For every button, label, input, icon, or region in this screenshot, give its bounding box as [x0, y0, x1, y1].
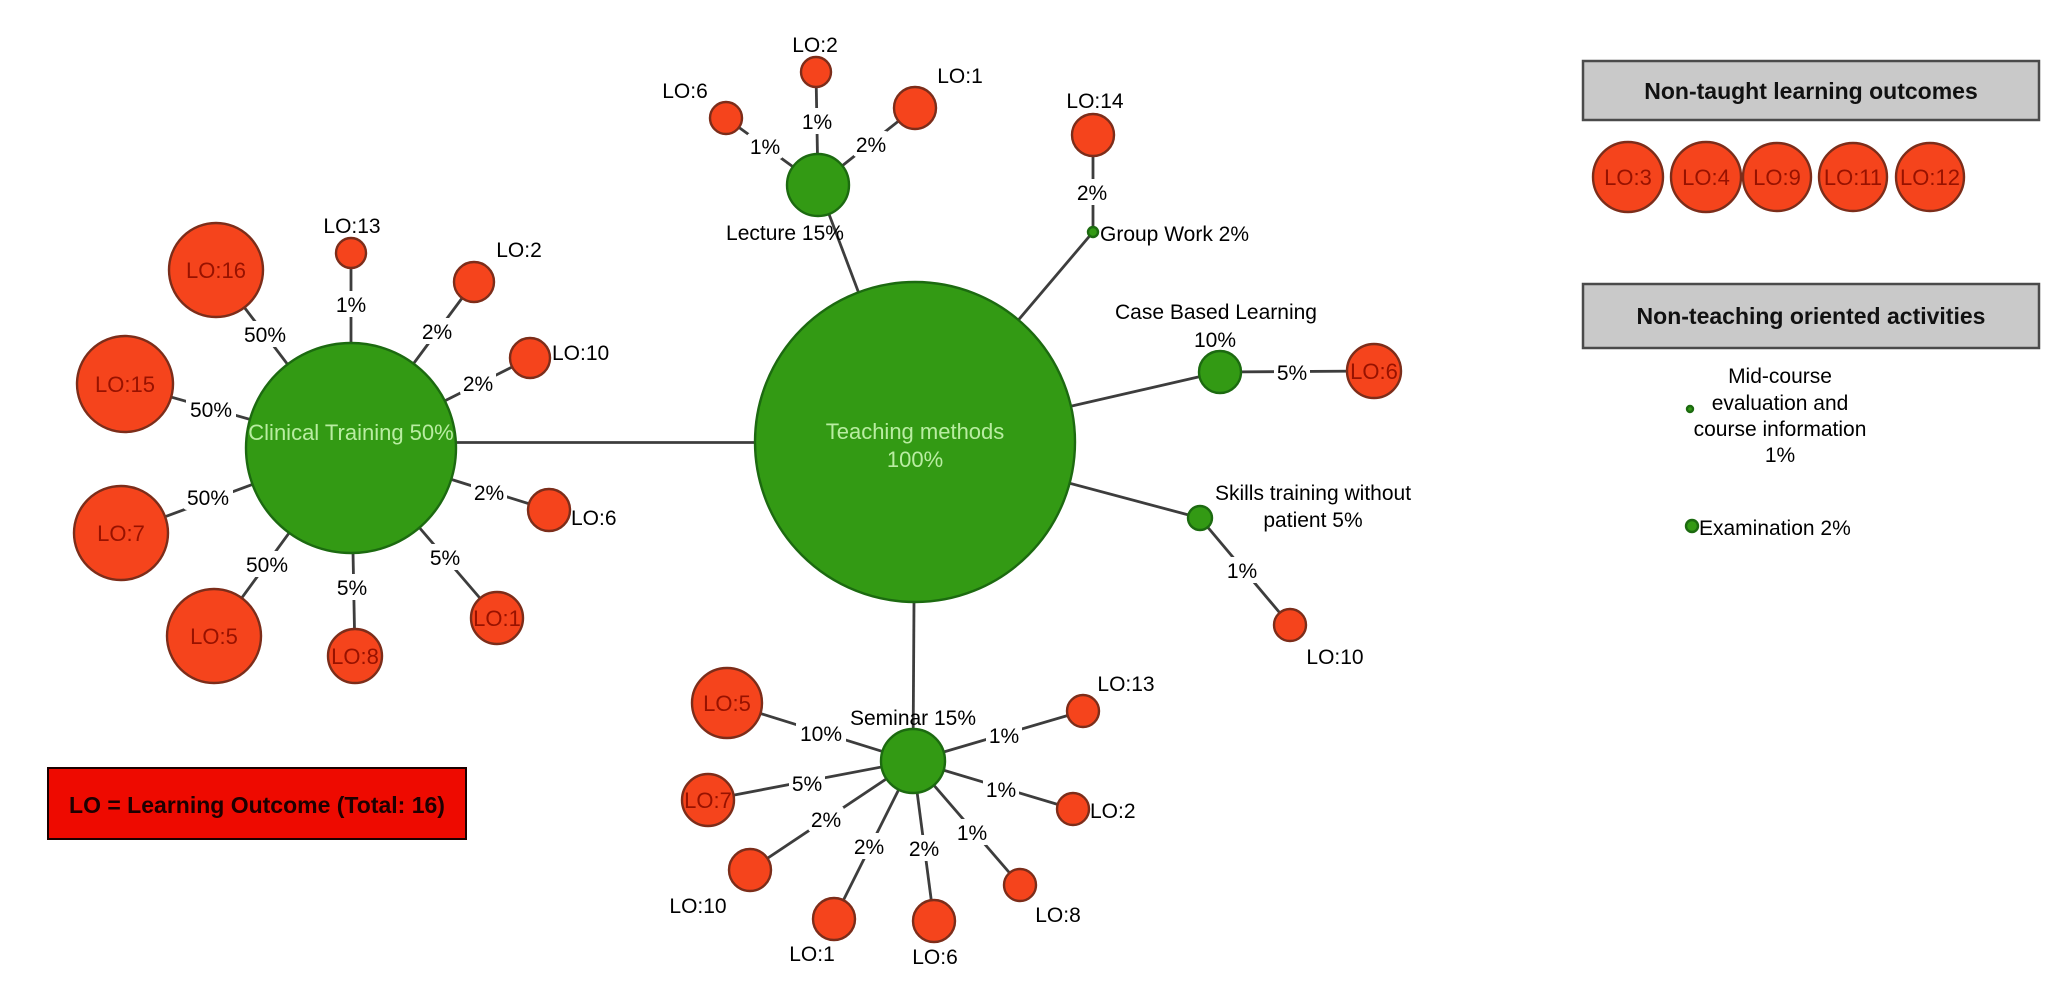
svg-text:50%: 50% — [187, 487, 229, 510]
svg-text:5%: 5% — [337, 577, 367, 600]
svg-text:5%: 5% — [792, 773, 822, 796]
svg-text:2%: 2% — [422, 321, 452, 344]
svg-text:LO:2: LO:2 — [792, 34, 838, 57]
svg-text:Non-taught learning outcomes: Non-taught learning outcomes — [1644, 78, 1978, 104]
svg-text:1%: 1% — [750, 136, 780, 159]
svg-text:evaluation and: evaluation and — [1712, 392, 1849, 415]
svg-text:Group Work 2%: Group Work 2% — [1100, 223, 1249, 246]
svg-text:LO:11: LO:11 — [1824, 165, 1882, 190]
svg-text:LO:8: LO:8 — [331, 644, 379, 669]
svg-text:1%: 1% — [336, 294, 366, 317]
svg-text:2%: 2% — [463, 373, 493, 396]
svg-text:5%: 5% — [430, 547, 460, 570]
svg-text:LO:1: LO:1 — [937, 65, 983, 88]
svg-text:Non-teaching oriented activiti: Non-teaching oriented activities — [1637, 303, 1986, 329]
svg-text:LO:16: LO:16 — [186, 258, 246, 283]
svg-text:LO:2: LO:2 — [1090, 800, 1136, 823]
svg-text:LO:3: LO:3 — [1604, 165, 1652, 190]
svg-text:10%: 10% — [800, 723, 842, 746]
svg-text:2%: 2% — [909, 838, 939, 861]
svg-text:LO:10: LO:10 — [552, 342, 609, 365]
svg-text:LO:8: LO:8 — [1035, 904, 1081, 927]
svg-text:2%: 2% — [1077, 182, 1107, 205]
svg-text:LO:6: LO:6 — [571, 507, 617, 530]
svg-text:LO:15: LO:15 — [95, 372, 155, 397]
svg-text:2%: 2% — [811, 809, 841, 832]
svg-text:Lecture 15%: Lecture 15% — [726, 222, 844, 245]
svg-text:10%: 10% — [1194, 329, 1236, 352]
svg-text:LO:1: LO:1 — [789, 943, 835, 966]
svg-text:LO:6: LO:6 — [662, 80, 708, 103]
svg-text:50%: 50% — [190, 399, 232, 422]
svg-text:LO:1: LO:1 — [473, 606, 521, 631]
svg-text:Examination 2%: Examination 2% — [1699, 517, 1851, 540]
svg-text:1%: 1% — [1765, 444, 1795, 467]
svg-text:course information: course information — [1694, 418, 1867, 441]
svg-text:LO:10: LO:10 — [1306, 646, 1363, 669]
svg-text:Clinical Training 50%: Clinical Training 50% — [248, 420, 453, 445]
svg-text:LO:7: LO:7 — [97, 521, 145, 546]
svg-text:5%: 5% — [1277, 362, 1307, 385]
svg-text:2%: 2% — [474, 482, 504, 505]
svg-text:LO:2: LO:2 — [496, 239, 542, 262]
svg-text:LO:10: LO:10 — [669, 895, 726, 918]
svg-text:50%: 50% — [246, 554, 288, 577]
svg-text:100%: 100% — [887, 447, 943, 472]
svg-text:LO:13: LO:13 — [1097, 673, 1154, 696]
svg-text:2%: 2% — [854, 836, 884, 859]
svg-text:Mid-course: Mid-course — [1728, 365, 1832, 388]
svg-text:1%: 1% — [989, 725, 1019, 748]
svg-text:LO = Learning Outcome (Total:: LO = Learning Outcome (Total: 16) — [69, 792, 445, 818]
svg-text:LO:5: LO:5 — [703, 691, 751, 716]
svg-text:1%: 1% — [802, 111, 832, 134]
svg-text:1%: 1% — [1227, 560, 1257, 583]
svg-text:LO:13: LO:13 — [323, 215, 380, 238]
svg-text:LO:12: LO:12 — [1900, 165, 1960, 190]
svg-text:Seminar 15%: Seminar 15% — [850, 707, 976, 730]
svg-text:Teaching methods: Teaching methods — [826, 419, 1005, 444]
svg-text:2%: 2% — [856, 134, 886, 157]
svg-text:Skills training without: Skills training without — [1215, 482, 1411, 505]
svg-text:LO:5: LO:5 — [190, 624, 238, 649]
svg-text:1%: 1% — [957, 822, 987, 845]
svg-text:LO:4: LO:4 — [1682, 165, 1730, 190]
svg-text:patient 5%: patient 5% — [1263, 509, 1362, 532]
svg-text:LO:6: LO:6 — [1350, 359, 1398, 384]
svg-text:LO:6: LO:6 — [912, 946, 958, 969]
svg-text:LO:7: LO:7 — [684, 788, 732, 813]
svg-text:1%: 1% — [986, 779, 1016, 802]
svg-text:LO:14: LO:14 — [1066, 90, 1124, 113]
svg-text:LO:9: LO:9 — [1753, 165, 1801, 190]
svg-text:50%: 50% — [244, 324, 286, 347]
svg-text:Case Based Learning: Case Based Learning — [1115, 301, 1317, 324]
